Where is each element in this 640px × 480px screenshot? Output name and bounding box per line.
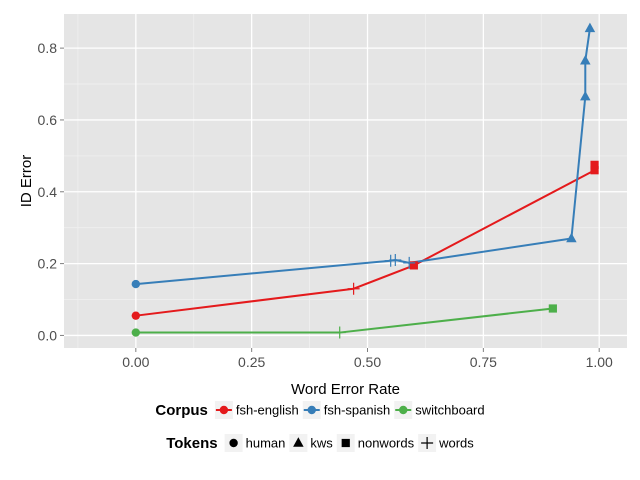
point-fsh-spanish-kws [584, 22, 596, 33]
legend-label-kws: kws [310, 436, 333, 451]
point-fsh-spanish-kws [580, 54, 591, 65]
point-fsh-english-nonwords [409, 261, 418, 270]
legend-tokens: Tokens human kws nonwords words [166, 434, 474, 452]
point-fsh-english-nonwords [590, 160, 599, 169]
legend-label-nonwords: nonwords [358, 436, 415, 451]
legend-marker-kws [293, 437, 304, 447]
plot-panel [64, 14, 627, 348]
y-tick-label: 0.6 [38, 112, 58, 128]
x-tick-label: 1.00 [586, 354, 613, 370]
legend-title: Corpus [155, 402, 208, 419]
point-switchboard-words [333, 326, 346, 339]
legend-marker-words [421, 437, 434, 449]
legend-marker-switchboard [399, 405, 408, 415]
point-fsh-english-words [347, 282, 360, 295]
x-axis-label: Word Error Rate [291, 381, 400, 398]
legend-label-fsh-spanish: fsh-spanish [324, 403, 390, 418]
point-fsh-spanish-human [131, 279, 141, 289]
y-tick-label: 0.4 [38, 184, 58, 200]
y-tick-label: 0.8 [38, 40, 58, 56]
point-fsh-spanish-words [403, 256, 416, 269]
legend-marker-human [229, 438, 238, 448]
x-tick-label: 0.75 [470, 354, 497, 370]
minor-gridlines [64, 14, 627, 348]
legend-label-human: human [246, 436, 286, 451]
legend-marker-fsh-english [219, 405, 229, 415]
legend-label-switchboard: switchboard [415, 403, 484, 418]
point-switchboard-nonwords [548, 304, 557, 313]
x-tick-label: 0.25 [238, 354, 265, 370]
point-fsh-spanish-kws [566, 232, 577, 243]
x-axis: 0.00 0.25 0.50 0.75 1.00 [122, 348, 613, 370]
legend-marker-nonwords [341, 438, 350, 448]
point-fsh-english-nonwords [590, 166, 599, 175]
x-tick-label: 0.00 [122, 354, 149, 370]
legend-corpus: Corpus fsh-english fsh-spanish switchboard [155, 401, 485, 419]
y-axis: 0.0 0.2 0.4 0.6 0.8 [38, 40, 64, 343]
major-gridlines [64, 14, 627, 348]
y-tick-label: 0.2 [38, 256, 58, 272]
legend-marker-fsh-spanish [307, 405, 316, 415]
point-fsh-spanish-words [384, 254, 397, 267]
y-tick-label: 0.0 [38, 327, 58, 343]
series-points [131, 22, 599, 339]
point-switchboard-human [131, 328, 141, 337]
legend-title: Tokens [166, 435, 217, 452]
point-fsh-spanish-kws [580, 90, 591, 101]
point-fsh-spanish-words [389, 254, 402, 267]
legend-label-fsh-english: fsh-english [236, 403, 299, 418]
y-axis-label: ID Error [18, 155, 35, 208]
legend-label-words: words [438, 436, 474, 451]
x-tick-label: 0.50 [354, 354, 381, 370]
point-fsh-english-human [131, 311, 141, 320]
